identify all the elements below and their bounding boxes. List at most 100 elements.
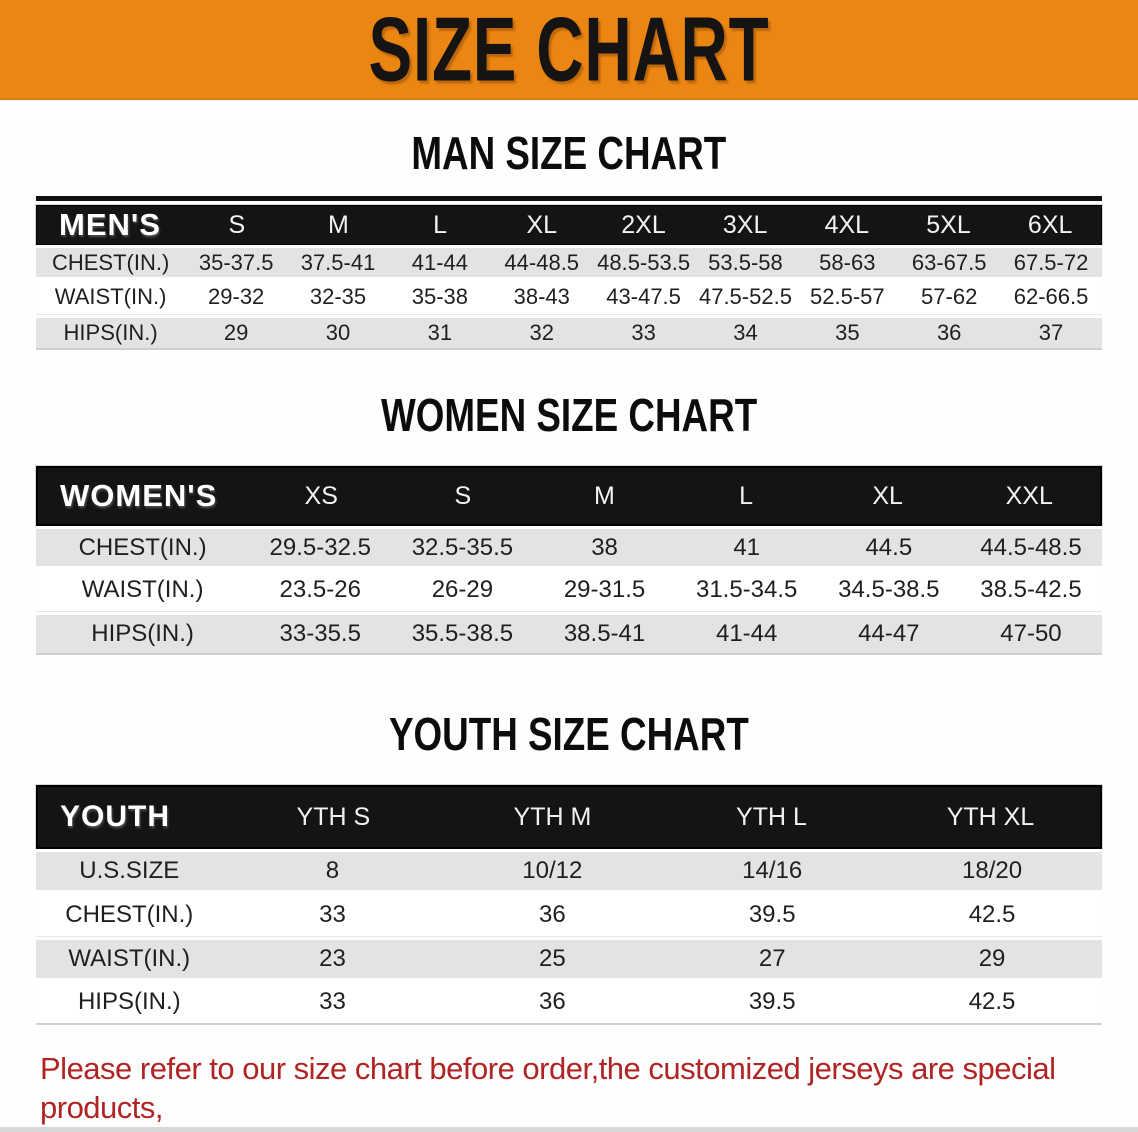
size-column-header: 4XL — [824, 210, 870, 239]
row-label: CHEST(IN.) — [78, 533, 207, 561]
measurement-value: 32 — [529, 320, 554, 345]
measurement-value: 43-47.5 — [606, 284, 681, 309]
bottom-edge-strip — [0, 1127, 1138, 1132]
size-column-header: 5XL — [926, 210, 971, 239]
size-column-header: M — [328, 210, 349, 239]
measurement-value: 36 — [936, 320, 962, 345]
table-row: WAIST(IN.) 23 25 27 29 — [36, 937, 1102, 981]
measurement-value: 34.5-38.5 — [838, 576, 940, 603]
size-column-header: 6XL — [1027, 210, 1073, 239]
measurement-value: 14/16 — [742, 857, 803, 884]
size-column-header: XS — [304, 481, 338, 510]
size-column-header: XXL — [1005, 481, 1053, 510]
measurement-value: 57-62 — [921, 284, 978, 309]
measurement-value: 35 — [835, 320, 860, 345]
measurement-value: 34 — [733, 320, 758, 345]
row-label: HIPS(IN.) — [91, 620, 194, 647]
measurement-value: 63-67.5 — [911, 249, 987, 275]
women-size-table: WOMEN'S XS S M L XL XXL CHEST(IN.) 29.5-32.5 32.5… — [36, 466, 1102, 655]
disclaimer-line-1: Please refer to our size chart before or… — [40, 1051, 1056, 1125]
measurement-value: 23 — [319, 945, 346, 972]
row-label: WAIST(IN.) — [68, 945, 191, 972]
measurement-value: 39.5 — [748, 900, 796, 928]
measurement-value: 67.5-72 — [1013, 249, 1089, 275]
measurement-value: 38-43 — [513, 284, 570, 309]
table-row: CHEST(IN.) 29.5-32.5 32.5-35.5 38 41 44.5 44.5… — [36, 526, 1102, 569]
size-column-header: YTH S — [296, 802, 371, 831]
disclaimer-note: Please refer to our size chart before or… — [40, 1049, 1126, 1132]
youth-size-table: YOUTH YTH S YTH M YTH L YTH XL U.S.SIZE 8 10/12… — [36, 785, 1102, 1025]
row-label: CHEST(IN.) — [51, 249, 170, 275]
table-top-rule — [36, 196, 1102, 201]
table-header-label: MEN'S — [59, 207, 161, 242]
measurement-value: 29.5-32.5 — [269, 533, 371, 561]
table-row: WAIST(IN.) 23.5-26 26-29 29-31.5 31.5-34.5 34… — [36, 569, 1102, 612]
measurement-value: 42.5 — [968, 988, 1016, 1015]
row-label: U.S.SIZE — [79, 857, 180, 884]
measurement-value: 44.5-48.5 — [980, 533, 1082, 561]
table-row: HIPS(IN.) 33 36 39.5 42.5 — [36, 981, 1102, 1025]
measurement-value: 47-50 — [1000, 620, 1062, 647]
table-header-row: MEN'S S M L XL 2XL 3XL 4XL 5XL 6XL — [36, 205, 1102, 245]
measurement-value: 29-32 — [208, 284, 265, 309]
page-title: SIZE CHART — [368, 0, 770, 100]
measurement-value: 32.5-35.5 — [411, 533, 514, 561]
table-row: CHEST(IN.) 35-37.5 37.5-41 41-44 44-48.5 48.5… — [36, 245, 1102, 280]
measurement-value: 35-37.5 — [198, 249, 274, 275]
table-row: HIPS(IN.) 29 30 31 32 33 34 35 36 37 — [36, 315, 1102, 350]
row-label: WAIST(IN.) — [81, 576, 204, 603]
measurement-value: 33 — [319, 988, 346, 1015]
measurement-value: 18/20 — [962, 857, 1023, 884]
measurement-value: 33 — [631, 320, 656, 345]
men-section-heading-text: MAN SIZE CHART — [411, 127, 727, 179]
measurement-value: 25 — [538, 945, 566, 972]
banner: SIZE CHART — [0, 0, 1138, 100]
table-row: U.S.SIZE 8 10/12 14/16 18/20 — [36, 849, 1102, 893]
men-size-section: MAN SIZE CHART MEN'S S M L XL 2XL 3XL 4XL 5XL 6XL… — [0, 126, 1138, 350]
size-column-header: YTH XL — [946, 802, 1035, 831]
measurement-value: 47.5-52.5 — [698, 284, 792, 309]
measurement-value: 23.5-26 — [279, 576, 361, 603]
measurement-value: 31.5-34.5 — [695, 576, 798, 603]
measurement-value: 36 — [538, 900, 566, 928]
measurement-value: 39.5 — [748, 988, 796, 1015]
table-header-row: YOUTH YTH S YTH M YTH L YTH XL — [36, 785, 1102, 849]
size-column-header: S — [454, 481, 472, 510]
measurement-value: 8 — [325, 857, 340, 884]
measurement-value: 44-47 — [858, 620, 920, 647]
measurement-value: 42.5 — [968, 900, 1016, 928]
measurement-value: 33-35.5 — [279, 620, 361, 647]
table-row: HIPS(IN.) 33-35.5 35.5-38.5 38.5-41 41-44 44-… — [36, 612, 1102, 655]
measurement-value: 37 — [1038, 320, 1064, 345]
measurement-value: 38 — [591, 533, 618, 561]
measurement-value: 41 — [733, 533, 761, 561]
size-column-header: S — [228, 210, 246, 239]
measurement-value: 48.5-53.5 — [597, 249, 691, 275]
size-column-header: YTH M — [513, 802, 592, 831]
table-header-label: WOMEN'S — [60, 478, 218, 513]
measurement-value: 41-44 — [715, 620, 778, 647]
row-label: WAIST(IN.) — [54, 284, 167, 309]
measurement-value: 53.5-58 — [708, 249, 783, 275]
measurement-value: 35-38 — [411, 284, 469, 309]
row-label: HIPS(IN.) — [63, 320, 158, 345]
size-column-header: XL — [872, 481, 903, 510]
measurement-value: 30 — [325, 320, 351, 345]
measurement-value: 62-66.5 — [1013, 284, 1089, 309]
women-size-section: WOMEN SIZE CHART WOMEN'S XS S M L XL XXL CHEST(… — [0, 388, 1138, 655]
youth-section-heading: YOUTH SIZE CHART — [0, 707, 1138, 761]
table-header-label: YOUTH — [60, 800, 170, 833]
measurement-value: 32-35 — [309, 284, 367, 309]
measurement-value: 26-29 — [431, 576, 494, 603]
size-column-header: 2XL — [621, 210, 666, 239]
youth-section-heading-text: YOUTH SIZE CHART — [389, 708, 749, 760]
measurement-value: 31 — [427, 320, 453, 345]
table-row: WAIST(IN.) 29-32 32-35 35-38 38-43 43-47.5 47.… — [36, 280, 1102, 315]
women-section-heading-text: WOMEN SIZE CHART — [380, 389, 758, 441]
measurement-value: 41-44 — [411, 249, 469, 275]
measurement-value: 29-31.5 — [563, 576, 646, 603]
measurement-value: 29 — [223, 320, 249, 345]
measurement-value: 35.5-38.5 — [411, 620, 514, 647]
size-column-header: 3XL — [722, 210, 768, 239]
